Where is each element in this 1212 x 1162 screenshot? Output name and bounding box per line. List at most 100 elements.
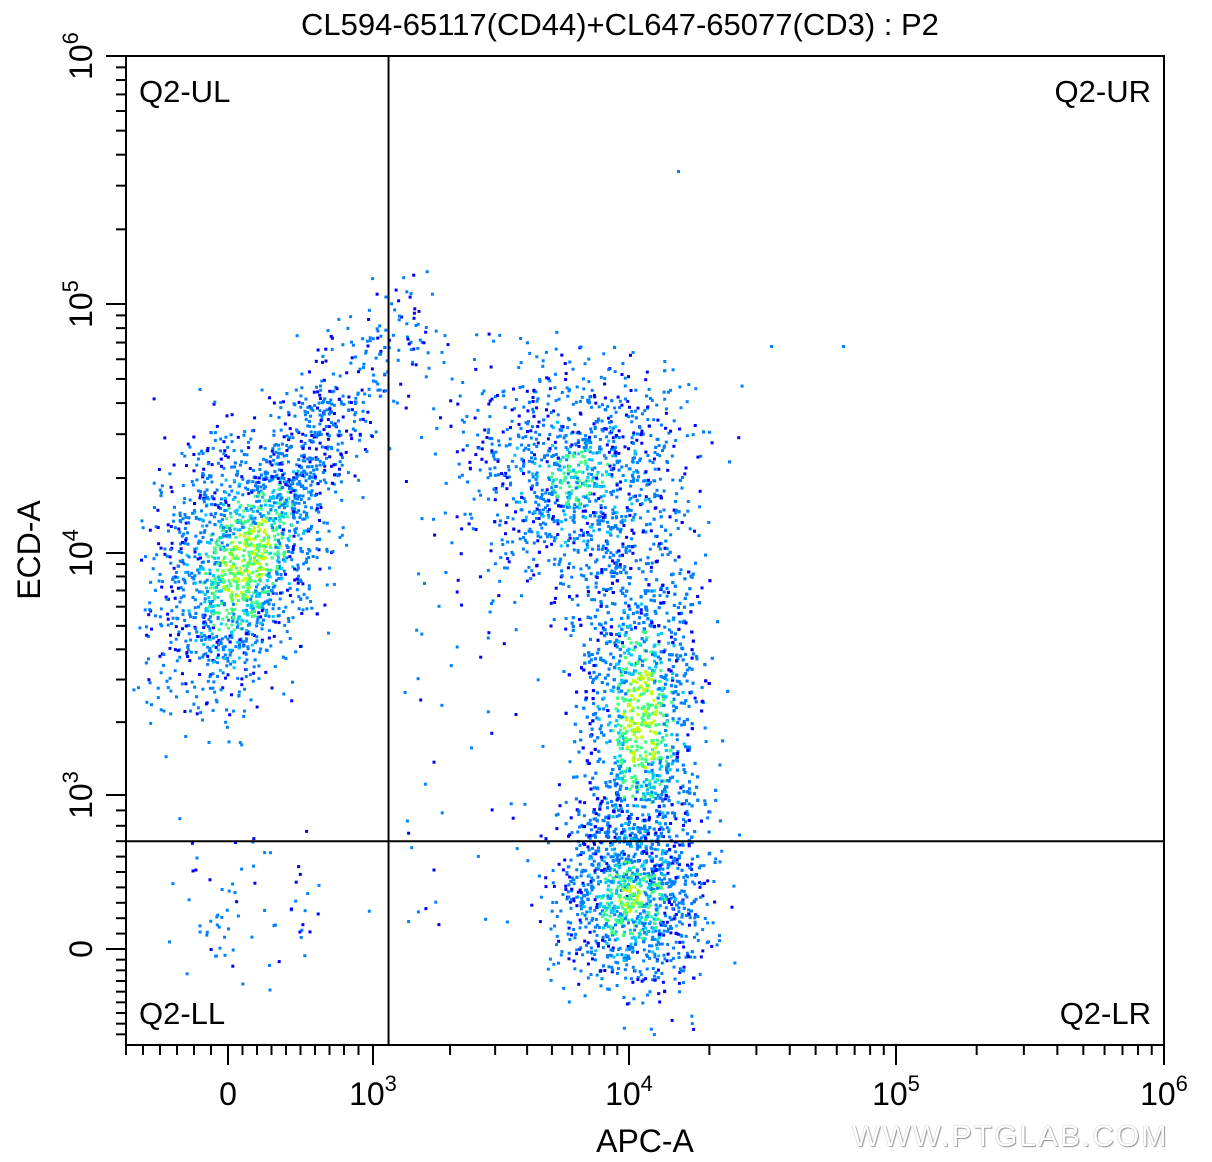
event-dot (216, 538, 220, 542)
event-dot (312, 472, 316, 476)
event-dot (628, 861, 632, 864)
event-dot (202, 531, 206, 534)
event-dot (222, 466, 226, 470)
event-dot (232, 478, 236, 482)
event-dot (203, 580, 207, 584)
event-dot (298, 483, 302, 486)
event-dot (271, 517, 275, 521)
event-dot (290, 504, 294, 508)
event-dot (298, 930, 302, 934)
event-dot (667, 900, 671, 904)
event-dot (674, 931, 678, 935)
event-dot (607, 830, 611, 834)
event-dot (624, 740, 628, 744)
event-dot (327, 437, 330, 441)
event-dot (597, 647, 601, 651)
event-dot (205, 701, 209, 705)
event-dot (173, 505, 176, 509)
event-dot (295, 463, 299, 467)
event-dot (589, 751, 593, 755)
event-dot (232, 612, 236, 616)
event-dot (287, 620, 291, 623)
event-dot (299, 405, 303, 409)
event-dot (624, 698, 628, 702)
event-dot (231, 564, 235, 568)
event-dot (247, 550, 251, 554)
event-dot (572, 878, 576, 882)
event-dot (259, 504, 263, 508)
event-dot (169, 548, 173, 552)
event-dot (618, 647, 622, 651)
event-dot (587, 762, 591, 765)
event-dot (673, 637, 677, 641)
event-dot (624, 908, 627, 912)
event-dot (238, 741, 242, 745)
event-dot (287, 446, 291, 450)
event-dot (272, 501, 276, 505)
event-dot (653, 833, 657, 837)
event-dot (652, 730, 656, 734)
event-dot (615, 696, 619, 700)
event-dot (266, 511, 270, 515)
event-dot (170, 609, 174, 613)
event-dot (575, 952, 579, 956)
event-dot (617, 683, 621, 687)
event-dot (667, 641, 671, 645)
event-dot (148, 608, 152, 612)
event-dot (414, 363, 418, 367)
event-dot (651, 756, 655, 760)
event-dot (695, 657, 699, 661)
event-dot (227, 503, 231, 507)
event-dot (236, 599, 240, 602)
event-dot (297, 595, 301, 599)
event-dot (299, 466, 303, 470)
event-dot (656, 750, 660, 754)
event-dot (645, 608, 649, 612)
event-dot (279, 452, 283, 455)
event-dot (652, 897, 656, 901)
event-dot (250, 429, 254, 433)
event-dot (567, 951, 571, 955)
event-dot (264, 609, 268, 613)
event-dot (283, 502, 287, 506)
event-dot (282, 435, 286, 439)
event-dot (318, 567, 322, 571)
event-dot (326, 445, 330, 449)
event-dot (245, 604, 249, 607)
event-dot (229, 551, 233, 555)
event-dot (683, 802, 687, 806)
event-dot (295, 428, 298, 432)
event-dot (241, 525, 245, 529)
event-dot (618, 754, 622, 758)
event-dot (364, 349, 368, 353)
event-dot (205, 635, 209, 639)
event-dot (594, 835, 597, 839)
event-dot (376, 329, 380, 333)
event-dot (646, 707, 650, 711)
event-dot (284, 572, 287, 576)
event-dot (635, 847, 639, 851)
event-dot (671, 717, 675, 721)
event-dot (688, 787, 691, 791)
event-dot (319, 419, 323, 422)
event-dot (657, 640, 661, 643)
event-dot (708, 810, 712, 814)
event-dot (270, 589, 273, 593)
event-dot (276, 455, 280, 459)
event-dot (267, 569, 271, 573)
event-dot (201, 536, 205, 539)
event-dot (283, 506, 286, 510)
event-dot (262, 493, 266, 497)
event-dot (596, 705, 600, 709)
event-dot (613, 835, 617, 839)
event-dot (594, 676, 598, 680)
event-dot (671, 641, 675, 645)
event-dot (148, 601, 152, 605)
event-dot (179, 551, 183, 555)
event-dot (634, 777, 638, 781)
event-dot (622, 759, 626, 763)
event-dot (267, 519, 271, 522)
event-dot (243, 543, 247, 547)
event-dot (557, 504, 561, 508)
event-dot (268, 462, 272, 465)
